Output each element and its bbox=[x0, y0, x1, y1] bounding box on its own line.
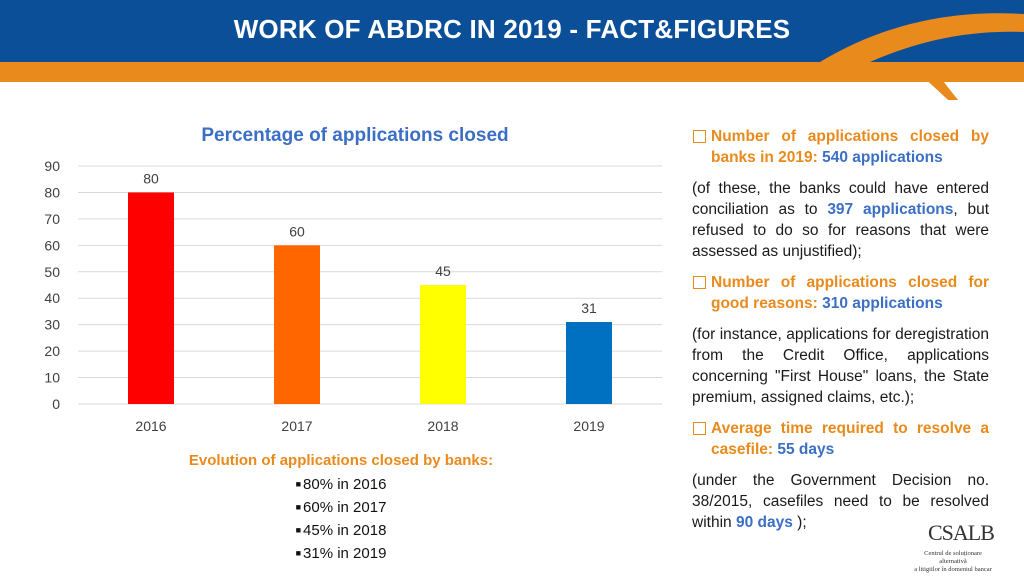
x-tick-label: 2018 bbox=[427, 418, 458, 434]
data-label: 60 bbox=[289, 223, 305, 239]
checkbox-bullet-icon bbox=[693, 422, 706, 435]
checkbox-bullet-icon bbox=[693, 276, 706, 289]
list-item: ■ 60% in 2017 bbox=[295, 499, 387, 516]
y-tick-label: 0 bbox=[52, 396, 60, 412]
chart-caption: Evolution of applications closed by bank… bbox=[176, 452, 506, 565]
fact-paragraph-conciliation: (of these, the banks could have entered … bbox=[692, 180, 990, 260]
bar-2017 bbox=[274, 245, 320, 404]
logo-subtitle: Centrul de soluționare alternativă a lit… bbox=[914, 550, 992, 573]
data-labels: 80 60 45 31 bbox=[143, 170, 597, 316]
caption-title: Evolution of applications closed by bank… bbox=[188, 452, 494, 469]
y-tick-label: 70 bbox=[44, 211, 60, 227]
list-item: ■ 45% in 2018 bbox=[295, 522, 387, 539]
list-item: ■ 80% in 2016 bbox=[295, 476, 387, 493]
y-tick-label: 40 bbox=[44, 290, 60, 306]
fact-bullet-good-reasons: Number of applications closed for good r… bbox=[692, 272, 989, 314]
csalb-logo: CSALB Centrul de soluționare alternativă… bbox=[910, 520, 1010, 573]
data-label: 80 bbox=[143, 170, 159, 186]
fact-bullet-average-time: Average time required to resolve a casef… bbox=[692, 418, 989, 460]
chart-title: Percentage of applications closed bbox=[201, 125, 508, 146]
y-tick-label: 10 bbox=[44, 370, 60, 386]
caption-list: ■ 80% in 2016 ■ 60% in 2017 ■ 45% in 2018 ■… bbox=[176, 473, 506, 565]
x-tick-label: 2016 bbox=[135, 418, 166, 434]
y-tick-label: 80 bbox=[44, 184, 60, 200]
fact-paragraph-examples: (for instance, applications for deregist… bbox=[692, 326, 989, 406]
chart-bars bbox=[128, 192, 612, 404]
y-tick-label: 20 bbox=[44, 343, 60, 359]
y-tick-label: 50 bbox=[44, 264, 60, 280]
fact-paragraph-decision: (under the Government Decision no. 38/20… bbox=[692, 472, 989, 531]
data-label: 45 bbox=[435, 263, 451, 279]
y-tick-label: 60 bbox=[44, 237, 60, 253]
x-tick-label: 2017 bbox=[281, 418, 312, 434]
bar-chart: Percentage of applications closed 0 10 20 3… bbox=[44, 125, 662, 434]
chart-gridlines bbox=[78, 165, 662, 405]
x-tick-label: 2019 bbox=[573, 418, 604, 434]
list-item: ■ 31% in 2019 bbox=[295, 545, 387, 562]
facts-panel: Number of applications closed by banks i… bbox=[692, 126, 989, 543]
bar-2016 bbox=[128, 192, 174, 404]
page-title: WORK OF ABDRC IN 2019 - FACT&FIGURES bbox=[233, 14, 791, 44]
checkbox-bullet-icon bbox=[693, 130, 706, 143]
bar-2019 bbox=[566, 322, 612, 404]
bar-2018 bbox=[420, 285, 466, 404]
fact-bullet-closed-total: Number of applications closed by banks i… bbox=[692, 126, 989, 168]
data-label: 31 bbox=[581, 300, 597, 316]
logo-wordmark: CSALB bbox=[928, 520, 995, 545]
header-banner bbox=[0, 0, 1024, 100]
y-tick-label: 90 bbox=[44, 158, 60, 174]
y-tick-label: 30 bbox=[44, 317, 60, 333]
y-axis-ticks: 0 10 20 30 40 50 60 70 80 90 bbox=[44, 158, 60, 412]
x-axis-ticks: 2016 2017 2018 2019 bbox=[135, 418, 604, 434]
